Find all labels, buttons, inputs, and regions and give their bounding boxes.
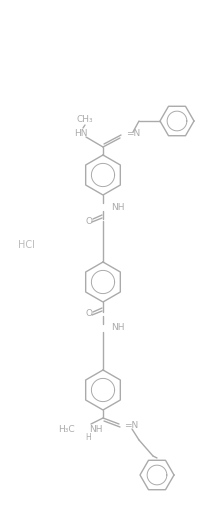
Text: O: O (85, 310, 92, 319)
Text: HCl: HCl (18, 240, 35, 250)
Text: =N: =N (123, 421, 138, 431)
Text: NH: NH (110, 203, 124, 213)
Text: NH: NH (89, 425, 102, 434)
Text: CH₃: CH₃ (76, 115, 93, 125)
Text: HN: HN (74, 128, 87, 137)
Text: H₃C: H₃C (58, 425, 75, 434)
Text: NH: NH (110, 323, 124, 333)
Text: O: O (85, 216, 92, 225)
Text: H: H (85, 433, 90, 442)
Text: =N: =N (125, 129, 140, 138)
